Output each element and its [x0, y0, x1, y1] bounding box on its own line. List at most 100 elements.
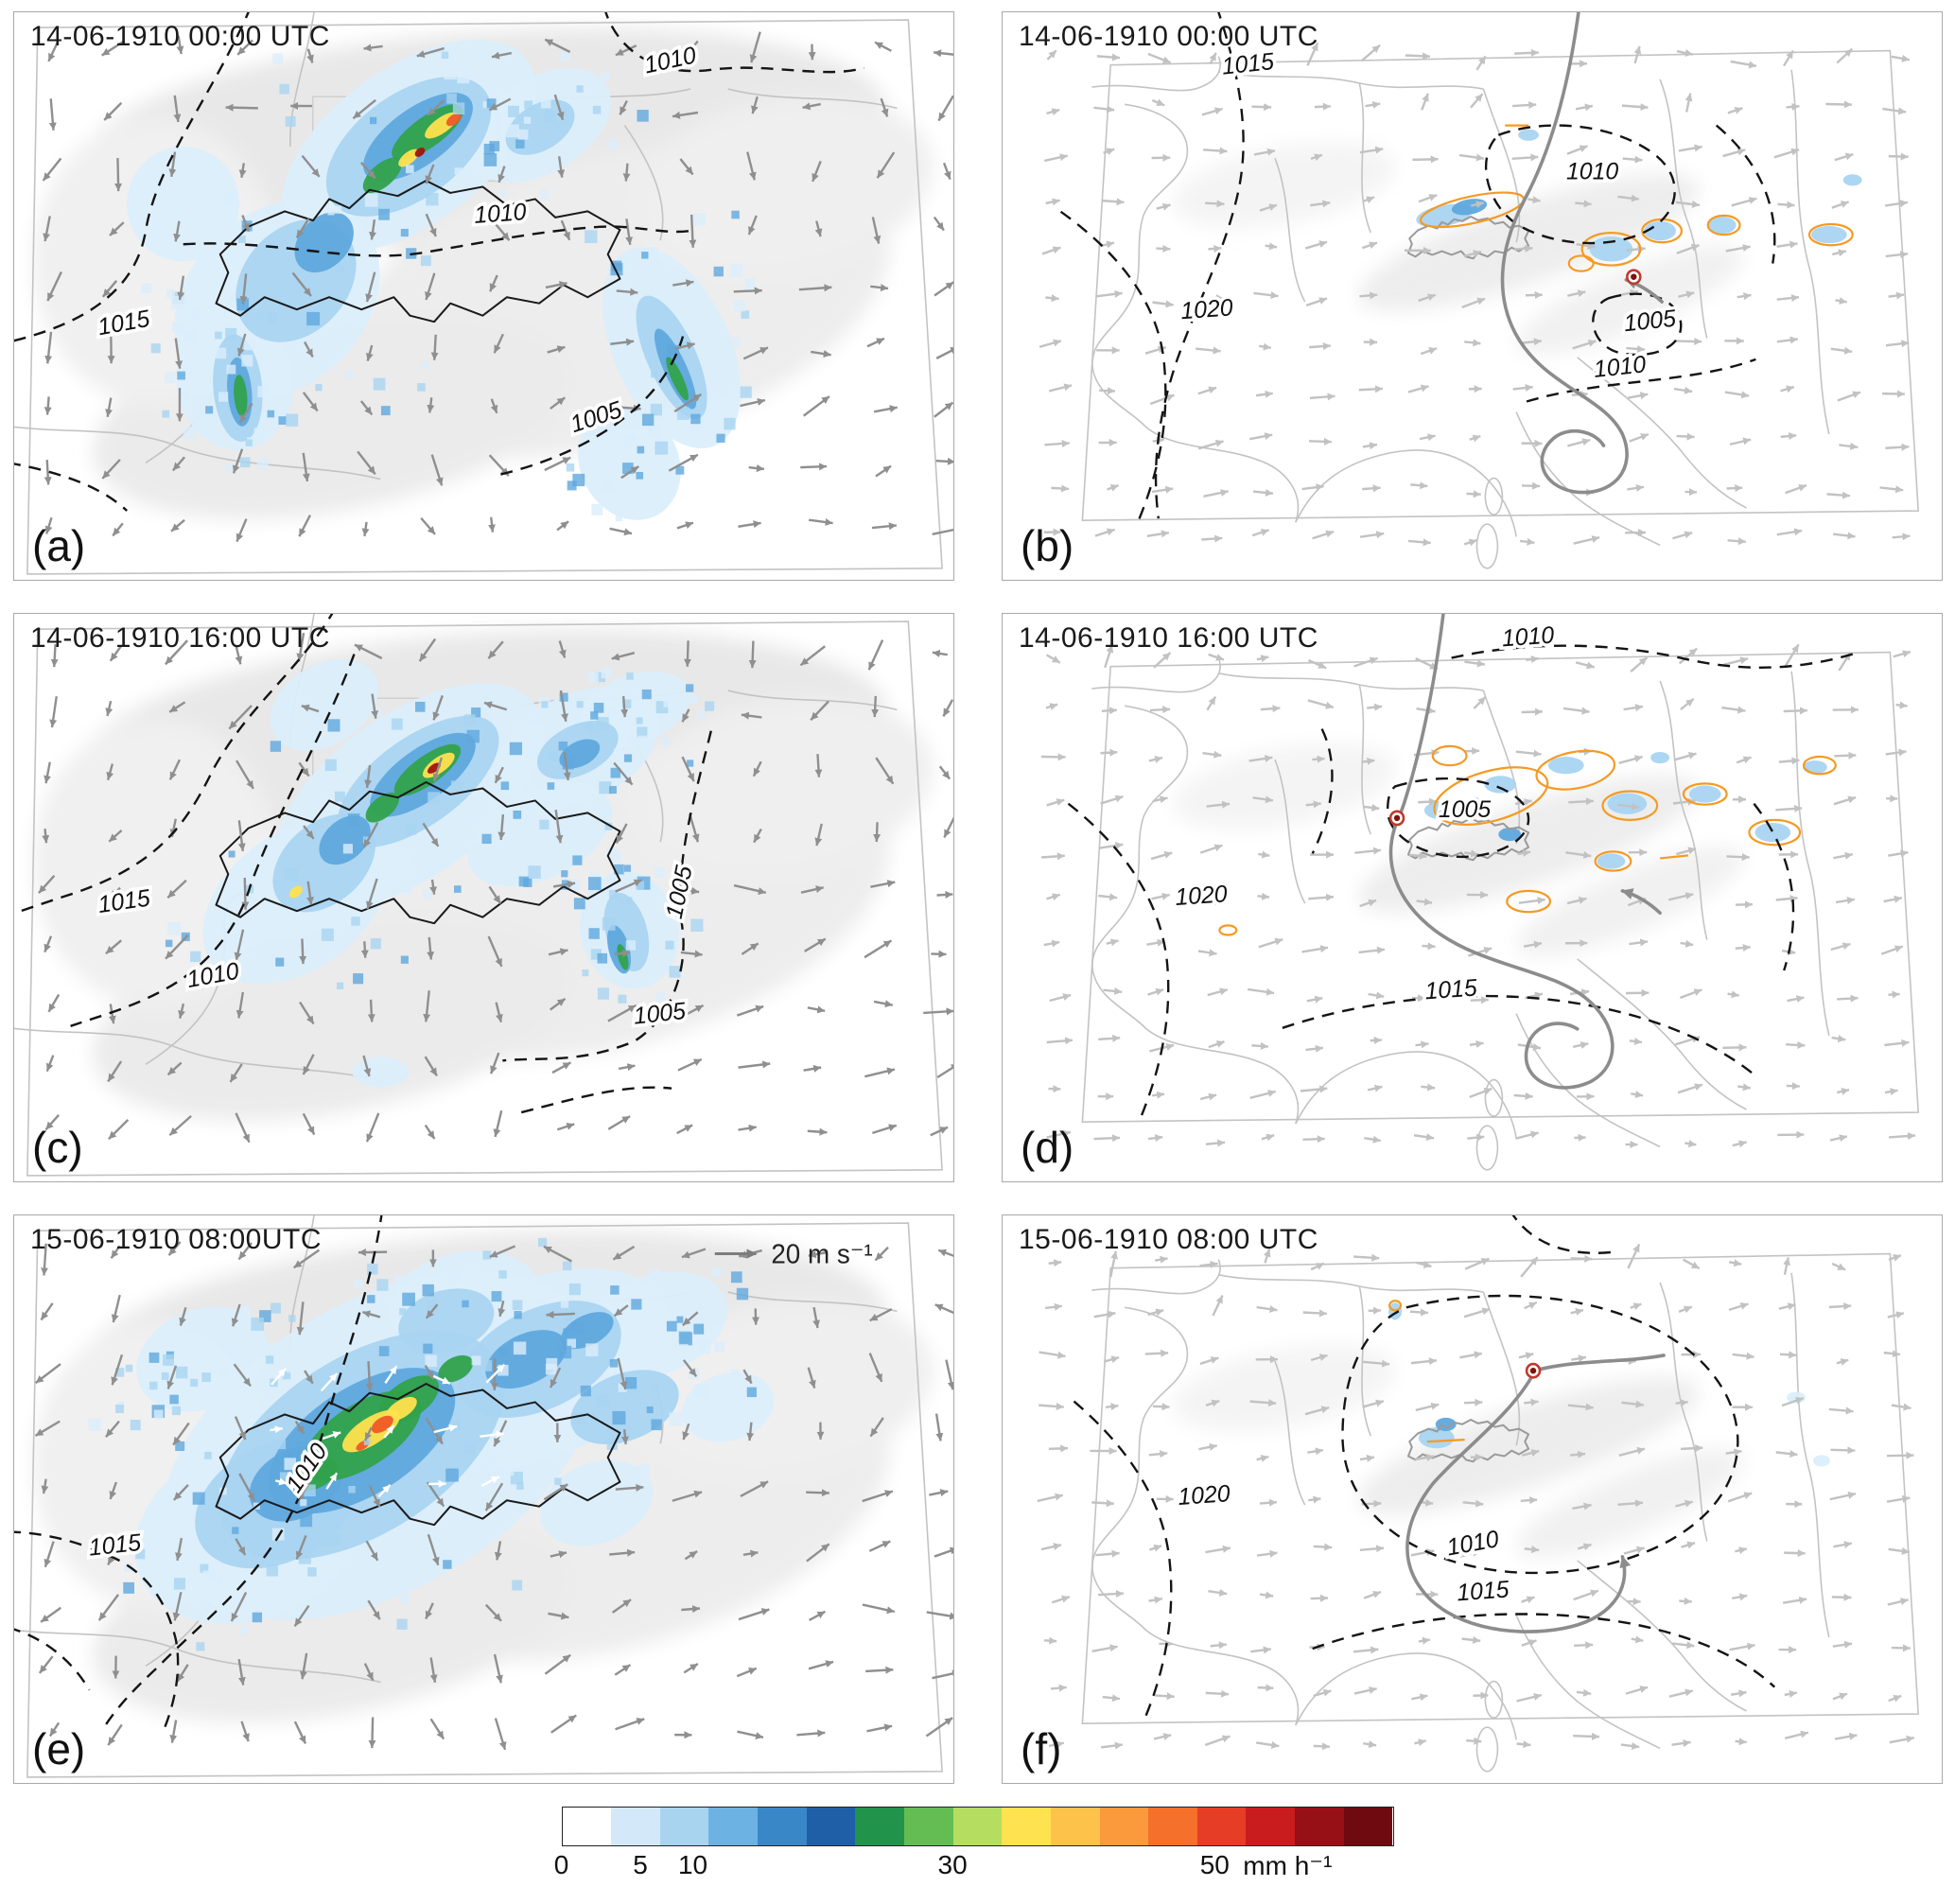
panel-letter-c: (c) — [32, 1123, 83, 1172]
switzerland-border — [216, 782, 620, 923]
orange-contours — [1218, 744, 1837, 936]
coastlines-borders — [1081, 49, 1920, 569]
svg-text:1015: 1015 — [1456, 1576, 1510, 1606]
svg-text:1010: 1010 — [1445, 1526, 1501, 1562]
panel-d: 1010 1020 1005 1015 14-06-1910 16:00 UTC (d… — [1002, 613, 1943, 1182]
svg-text:1010: 1010 — [1501, 621, 1555, 652]
map-canvas-f: 1020 1010 1015 — [1002, 1214, 1943, 1784]
panel-f: 1020 1010 1015 15-06-1910 08:00 UTC (f) — [1002, 1214, 1943, 1784]
colorbar-segment — [611, 1808, 660, 1845]
cyclone-marker — [1626, 269, 1642, 286]
pressure-contours — [1073, 1215, 1776, 1722]
svg-text:1015: 1015 — [1424, 974, 1479, 1004]
pressure-contours — [1067, 644, 1859, 1121]
timestamp-b: 14-06-1910 00:00 UTC — [1019, 21, 1318, 52]
panel-c: 1015 1010 1005 1005 14-06-1910 16:00 UTC (c… — [13, 613, 954, 1182]
colorbar-tick-label: 5 — [633, 1850, 648, 1879]
colorbar-segment — [659, 1808, 709, 1845]
colorbar-segment — [1099, 1808, 1149, 1845]
trajectory — [1388, 614, 1662, 1090]
svg-text:1020: 1020 — [1177, 1480, 1231, 1511]
wind-arrows — [270, 1363, 506, 1498]
svg-text:1010: 1010 — [1593, 351, 1648, 383]
wind-arrows — [42, 31, 953, 543]
cyclone-marker — [1388, 810, 1405, 827]
colorbar-segment — [1148, 1808, 1197, 1845]
colorbar-segment — [1343, 1808, 1393, 1845]
panel-a: 1015 1010 1010 1005 14-06-1910 00:00 UTC (a… — [13, 11, 954, 581]
timestamp-f: 15-06-1910 08:00 UTC — [1019, 1224, 1318, 1255]
panel-letter-b: (b) — [1021, 521, 1074, 570]
colorbar-tick-label: 0 — [553, 1850, 569, 1879]
colorbar-segment — [562, 1808, 612, 1845]
svg-text:1020: 1020 — [1179, 294, 1233, 324]
colorbar-tick-label: 30 — [937, 1850, 968, 1879]
colorbar-segment — [855, 1808, 904, 1845]
svg-text:1010: 1010 — [473, 199, 527, 229]
wind-arrows — [1039, 42, 1911, 547]
colorbar-unit: mm h⁻¹ — [1243, 1851, 1333, 1880]
switzerland-border — [1408, 1420, 1528, 1461]
wind-arrows — [1037, 1243, 1914, 1751]
timestamp-e: 15-06-1910 08:00UTC — [30, 1224, 323, 1255]
colorbar-segment — [1050, 1808, 1100, 1845]
figure-grid: 1015 1010 1010 1005 14-06-1910 00:00 UTC (a… — [13, 11, 1943, 1784]
orange-contours — [1419, 124, 1854, 272]
panel-b: 1015 1020 1010 1005 1010 14-06-1910 00:00 UT… — [1002, 11, 1943, 581]
wind-reference-legend: 20 m s⁻¹ — [714, 1239, 873, 1269]
wind-arrows — [1040, 643, 1916, 1149]
precipitation-field — [165, 658, 715, 1088]
colorbar-segment — [1295, 1808, 1344, 1845]
colorbar-gradient — [561, 1807, 1394, 1846]
colorbar-segment — [806, 1808, 856, 1845]
coastlines-borders — [1081, 651, 1920, 1171]
svg-text:1005: 1005 — [632, 998, 688, 1030]
panel-e: 1010 1015 20 m s⁻¹ 15-06-1910 08:00UTC (e) — [13, 1214, 954, 1784]
svg-text:1005: 1005 — [1439, 796, 1492, 823]
orange-contours — [1388, 1300, 1465, 1443]
terrain-shading — [32, 27, 934, 519]
timestamp-a: 14-06-1910 00:00 UTC — [30, 21, 330, 52]
terrain-shading — [1173, 1345, 1744, 1558]
terrain-shading — [1173, 142, 1744, 355]
colorbar-segment — [1246, 1808, 1296, 1845]
svg-text:20 m s⁻¹: 20 m s⁻¹ — [771, 1239, 872, 1268]
svg-text:1020: 1020 — [1174, 881, 1228, 911]
colorbar-segment — [758, 1808, 807, 1845]
svg-text:1015: 1015 — [88, 1529, 144, 1562]
colorbar-segment — [1002, 1808, 1051, 1845]
precipitation-field — [1423, 751, 1827, 869]
pressure-contours — [14, 614, 712, 1114]
pressure-contours — [14, 12, 864, 512]
switzerland-border — [1408, 818, 1528, 860]
colorbar-segment — [708, 1808, 759, 1845]
switzerland-border — [216, 1384, 620, 1525]
map-canvas-d: 1010 1020 1005 1015 — [1002, 613, 1943, 1182]
cyclone-marker — [1525, 1362, 1542, 1379]
panel-letter-f: (f) — [1021, 1724, 1062, 1773]
timestamp-d: 14-06-1910 16:00 UTC — [1019, 622, 1318, 654]
wind-arrows — [38, 632, 953, 1144]
colorbar: 0 5 10 30 50 mm h⁻¹ — [554, 1807, 1394, 1884]
colorbar-segment — [952, 1808, 1003, 1845]
colorbar-tick-label: 10 — [677, 1850, 708, 1879]
colorbar-segment — [1196, 1808, 1247, 1845]
timestamp-c: 14-06-1910 16:00 UTC — [30, 622, 330, 654]
wind-arrows — [34, 1241, 953, 1751]
panel-letter-a: (a) — [32, 521, 86, 570]
svg-text:1010: 1010 — [1566, 158, 1618, 184]
colorbar-segment — [903, 1808, 953, 1845]
colorbar-tick-label: 50 — [1199, 1850, 1230, 1879]
pressure-contours — [14, 1215, 383, 1729]
panel-letter-e: (e) — [32, 1724, 86, 1773]
switzerland-border — [216, 181, 620, 322]
panel-letter-d: (d) — [1021, 1123, 1074, 1172]
colorbar-ticks: 0 5 10 30 50 mm h⁻¹ — [554, 1846, 1394, 1884]
trajectory — [1405, 1354, 1666, 1633]
svg-text:1005: 1005 — [1622, 305, 1678, 337]
